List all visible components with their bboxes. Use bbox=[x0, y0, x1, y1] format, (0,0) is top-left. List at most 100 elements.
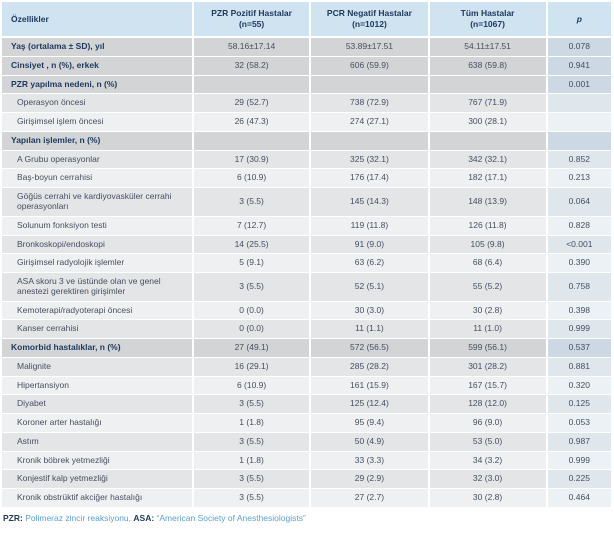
row-label: Kanser cerrahisi bbox=[2, 320, 194, 340]
column-header-label: PCR Negatif Hastalar bbox=[326, 8, 412, 18]
cell-value: 30 (2.8) bbox=[429, 489, 548, 508]
cell-value: 125 (12.4) bbox=[311, 395, 430, 415]
cell-value: 0 (0.0) bbox=[193, 301, 312, 321]
cell-value: 148 (13.9) bbox=[429, 188, 548, 217]
cell-p-value bbox=[547, 94, 611, 114]
cell-value: 16 (29.1) bbox=[193, 357, 312, 377]
cell-value: 300 (28.1) bbox=[429, 113, 548, 132]
column-header-n-count: (n=1012) bbox=[352, 19, 387, 30]
row-label: Girişimsel işlem öncesi bbox=[2, 113, 194, 132]
cell-value: 105 (9.8) bbox=[429, 235, 548, 255]
cell-value: 96 (9.0) bbox=[429, 414, 548, 433]
cell-value: 301 (28.2) bbox=[429, 357, 548, 377]
cell-value: 3 (5.5) bbox=[193, 395, 312, 415]
cell-value: 161 (15.9) bbox=[311, 376, 430, 396]
cell-p-value: 0.064 bbox=[547, 188, 611, 217]
row-label: Yapılan işlemler, n (%) bbox=[2, 131, 194, 151]
row-label: Malignite bbox=[2, 357, 194, 377]
row-label: A Grubu operasyonlar bbox=[2, 150, 194, 170]
cell-value bbox=[429, 75, 548, 95]
table-row: Göğüs cerrahi ve kardiyovasküler cerrahi… bbox=[2, 188, 611, 217]
row-label: Kronik obstrüktif akciğer hastalığı bbox=[2, 489, 194, 508]
row-label: PZR yapılma nedeni, n (%) bbox=[2, 75, 194, 95]
column-header-label: Özellikler bbox=[11, 13, 49, 24]
column-header-pzr-pozitif: PZR Pozitif Hastalar (n=55) bbox=[193, 2, 312, 39]
cell-value: 285 (28.2) bbox=[311, 357, 430, 377]
cell-value: 17 (30.9) bbox=[193, 150, 312, 170]
table-row: Yapılan işlemler, n (%) bbox=[2, 131, 611, 151]
cell-value: 1 (1.8) bbox=[193, 414, 312, 433]
cell-value: 119 (11.8) bbox=[311, 216, 430, 236]
row-label: Diyabet bbox=[2, 395, 194, 415]
cell-value: 55 (5.2) bbox=[429, 273, 548, 302]
cell-value: 52 (5.1) bbox=[311, 273, 430, 302]
cell-p-value: 0.213 bbox=[547, 169, 611, 189]
cell-value: 767 (71.9) bbox=[429, 94, 548, 114]
cell-value: 27 (2.7) bbox=[311, 489, 430, 508]
cell-value bbox=[429, 131, 548, 151]
table-row: Konjestif kalp yetmezliği 3 (5.5) 29 (2.9)… bbox=[2, 470, 611, 490]
cell-value: 176 (17.4) bbox=[311, 169, 430, 189]
cell-p-value: 0.758 bbox=[547, 273, 611, 302]
footnote-asa-text: “American Society of Anesthesiologists” bbox=[154, 513, 306, 523]
cell-value: 30 (3.0) bbox=[311, 301, 430, 321]
table-row: Komorbid hastalıklar, n (%) 27 (49.1) 572 … bbox=[2, 339, 611, 358]
cell-value: 3 (5.5) bbox=[193, 188, 312, 217]
table-row: Solunum fonksiyon testi 7 (12.7) 119 (11.8… bbox=[2, 216, 611, 236]
row-label: Kemoterapi/radyoterapi öncesi bbox=[2, 301, 194, 321]
column-header-n-count: (n=1067) bbox=[470, 19, 505, 30]
row-label: Hipertansiyon bbox=[2, 376, 194, 396]
row-label: Baş-boyun cerrahisi bbox=[2, 169, 194, 189]
row-label: Konjestif kalp yetmezliği bbox=[2, 470, 194, 490]
cell-p-value bbox=[547, 113, 611, 132]
cell-value: 29 (52.7) bbox=[193, 94, 312, 114]
cell-value: 11 (1.0) bbox=[429, 320, 548, 340]
table-row: ASA skoru 3 ve üstünde olan ve genel ane… bbox=[2, 273, 611, 302]
table-row: Hipertansiyon 6 (10.9) 161 (15.9) 167 (15.7… bbox=[2, 376, 611, 396]
footnote-pzr-text: Polimeraz zincir reaksiyonu, bbox=[22, 513, 134, 523]
cell-value: 167 (15.7) bbox=[429, 376, 548, 396]
table-row: Bronkoskopi/endoskopi 14 (25.5) 91 (9.0) 10… bbox=[2, 235, 611, 255]
table-row: Kronik obstrüktif akciğer hastalığı 3 (5.… bbox=[2, 489, 611, 508]
table-row: Cinsiyet , n (%), erkek 32 (58.2) 606 (59.… bbox=[2, 56, 611, 76]
cell-p-value: 0.987 bbox=[547, 432, 611, 452]
cell-value: 68 (6.4) bbox=[429, 254, 548, 274]
row-label: Girişimsel radyolojik işlemler bbox=[2, 254, 194, 274]
cell-value: 5 (9.1) bbox=[193, 254, 312, 274]
row-label: Yaş (ortalama ± SD), yıl bbox=[2, 38, 194, 57]
cell-p-value: 0.828 bbox=[547, 216, 611, 236]
cell-p-value: 0.398 bbox=[547, 301, 611, 321]
table-row: Diyabet 3 (5.5) 125 (12.4) 128 (12.0) 0.125 bbox=[2, 395, 611, 415]
cell-value: 6 (10.9) bbox=[193, 169, 312, 189]
cell-value: 1 (1.8) bbox=[193, 451, 312, 471]
row-label: Bronkoskopi/endoskopi bbox=[2, 235, 194, 255]
cell-value: 53 (5.0) bbox=[429, 432, 548, 452]
table-row: Operasyon öncesi 29 (52.7) 738 (72.9) 767 (… bbox=[2, 94, 611, 114]
cell-value: 50 (4.9) bbox=[311, 432, 430, 452]
cell-value: 26 (47.3) bbox=[193, 113, 312, 132]
table-row: Yaş (ortalama ± SD), yıl 58.16±17.14 53.89… bbox=[2, 38, 611, 57]
cell-value bbox=[193, 131, 312, 151]
cell-p-value: 0.537 bbox=[547, 339, 611, 358]
cell-p-value: 0.320 bbox=[547, 376, 611, 396]
column-header-p: p bbox=[547, 2, 611, 39]
cell-value: 0 (0.0) bbox=[193, 320, 312, 340]
cell-value: 3 (5.5) bbox=[193, 470, 312, 490]
cell-value: 63 (6.2) bbox=[311, 254, 430, 274]
cell-value: 32 (3.0) bbox=[429, 470, 548, 490]
cell-value: 54.11±17.51 bbox=[429, 38, 548, 57]
cell-p-value: 0.999 bbox=[547, 451, 611, 471]
cell-p-value: <0.001 bbox=[547, 235, 611, 255]
cell-p-value: 0.881 bbox=[547, 357, 611, 377]
column-header-ozellikler: Özellikler bbox=[2, 2, 194, 39]
row-label: Cinsiyet , n (%), erkek bbox=[2, 56, 194, 76]
cell-p-value: 0.390 bbox=[547, 254, 611, 274]
cell-value: 29 (2.9) bbox=[311, 470, 430, 490]
table-row: Baş-boyun cerrahisi 6 (10.9) 176 (17.4) 182… bbox=[2, 169, 611, 189]
table-row: Kemoterapi/radyoterapi öncesi 0 (0.0) 30 (… bbox=[2, 301, 611, 321]
column-header-pcr-negatif: PCR Negatif Hastalar (n=1012) bbox=[311, 2, 430, 39]
table-row: Girişimsel işlem öncesi 26 (47.3) 274 (27.… bbox=[2, 113, 611, 132]
cell-value: 34 (3.2) bbox=[429, 451, 548, 471]
cell-p-value: 0.999 bbox=[547, 320, 611, 340]
cell-value: 3 (5.5) bbox=[193, 273, 312, 302]
